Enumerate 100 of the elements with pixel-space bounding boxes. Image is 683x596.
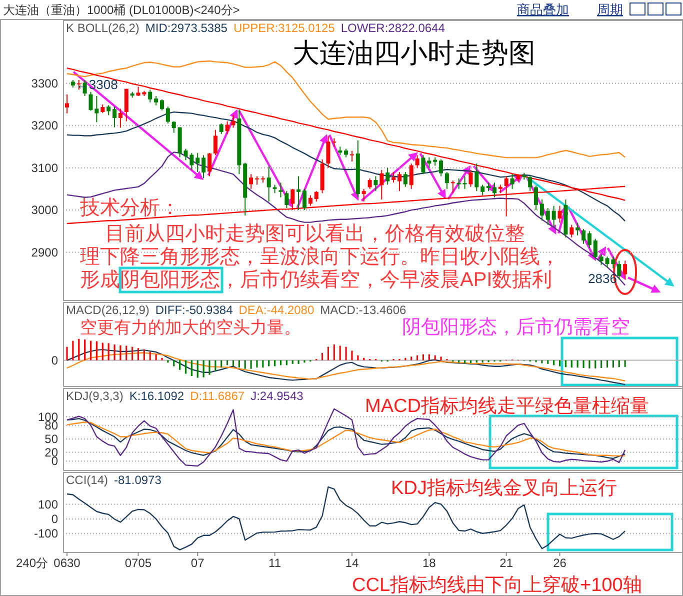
candlestick bbox=[106, 104, 111, 116]
candlestick bbox=[386, 167, 390, 186]
candlestick bbox=[172, 120, 176, 134]
candlestick bbox=[474, 163, 479, 192]
candlestick bbox=[202, 154, 206, 179]
candlestick bbox=[190, 152, 194, 170]
candlestick bbox=[403, 172, 408, 188]
candlestick bbox=[350, 150, 354, 162]
legend-title: KDJ(9,3,3) bbox=[66, 389, 124, 403]
candlestick bbox=[421, 154, 426, 175]
text: 商品叠加 bbox=[517, 2, 569, 17]
candlestick bbox=[308, 194, 312, 206]
candlestick bbox=[219, 122, 224, 135]
y-tick-label: 3100 bbox=[31, 160, 58, 175]
series-label: J:24.9543 bbox=[250, 389, 304, 403]
candlestick bbox=[528, 174, 532, 192]
x-tick-label: 26 bbox=[553, 556, 567, 570]
x-tick-label: 11 bbox=[268, 556, 282, 570]
candlestick bbox=[397, 172, 402, 192]
text: 阴包阳形态，后市仍需看空 bbox=[402, 316, 630, 338]
x-tick-label: 0630 bbox=[54, 556, 81, 570]
candlestick bbox=[623, 260, 628, 280]
text: K:16.1092 bbox=[129, 389, 184, 403]
annotation: 目前从四小时走势图可以看出，价格有效破位整 bbox=[105, 223, 525, 245]
legend-title: CCI(14) bbox=[66, 473, 108, 487]
candlestick bbox=[148, 89, 152, 103]
text: DEA:-44.2080 bbox=[238, 303, 314, 317]
candlestick bbox=[468, 169, 473, 188]
candlestick bbox=[112, 106, 116, 128]
candlestick bbox=[278, 182, 283, 198]
legend-title: MACD(26,12,9) bbox=[66, 303, 150, 317]
text: MID:2973.5385 bbox=[145, 21, 228, 35]
text: MACD:-13.4606 bbox=[320, 303, 407, 317]
candlestick bbox=[314, 190, 318, 202]
candlestick bbox=[374, 176, 378, 192]
y-tick-label: 0 bbox=[51, 512, 58, 526]
text: UPPER:3125.0125 bbox=[233, 21, 336, 35]
candlestick bbox=[409, 163, 414, 190]
candlestick bbox=[362, 188, 366, 202]
text: 周期 bbox=[597, 2, 623, 17]
legend-title: K BOLL(26,2) bbox=[66, 21, 140, 35]
candlestick bbox=[427, 156, 432, 168]
chart-subtitle: 大连油（重油）1000桶 (DL01000B)<240分> bbox=[3, 3, 240, 17]
candlestick bbox=[576, 222, 580, 236]
candlestick bbox=[196, 152, 200, 173]
candlestick bbox=[582, 228, 586, 244]
candlestick bbox=[439, 158, 444, 177]
text: 空更有力的加大的空头力量。 bbox=[80, 318, 301, 337]
candlestick bbox=[534, 185, 538, 211]
candlestick bbox=[302, 188, 306, 211]
x-tick-label: 14 bbox=[345, 556, 359, 570]
y-tick-label: 3200 bbox=[31, 118, 58, 133]
candlestick bbox=[540, 198, 544, 222]
annotation: 技术分析： bbox=[79, 197, 180, 219]
y-tick-label: 3300 bbox=[31, 76, 58, 90]
text: D:11.6867 bbox=[190, 389, 245, 403]
candlestick bbox=[456, 178, 461, 190]
x-tick-label: 21 bbox=[500, 556, 514, 570]
candlestick bbox=[88, 91, 93, 112]
candlestick bbox=[296, 176, 301, 211]
candlestick bbox=[510, 174, 514, 190]
text: LOWER:2822.0644 bbox=[340, 21, 446, 35]
candlestick bbox=[450, 180, 455, 194]
candlestick bbox=[480, 184, 485, 196]
candlestick bbox=[558, 205, 562, 224]
candlestick bbox=[136, 86, 140, 97]
y-tick-label: -100 bbox=[34, 526, 58, 541]
y-tick-label: 50 bbox=[44, 432, 58, 446]
candlestick bbox=[94, 96, 99, 123]
candlestick bbox=[617, 260, 622, 280]
candlestick bbox=[118, 108, 122, 128]
y-tick-label: 3000 bbox=[31, 203, 58, 218]
y-tick-label: 100 bbox=[38, 497, 58, 512]
text: CCL指标均线由下向上穿破+100轴 bbox=[352, 574, 642, 596]
text: 大连油四小时走势图 bbox=[292, 38, 536, 68]
candlestick bbox=[290, 188, 295, 211]
candlestick bbox=[154, 96, 158, 106]
candlestick bbox=[546, 207, 550, 226]
candlestick bbox=[266, 166, 271, 202]
candlestick bbox=[326, 136, 330, 168]
candlestick bbox=[368, 178, 372, 190]
x-tick-label: 18 bbox=[422, 556, 436, 570]
text: -81.0973 bbox=[114, 473, 162, 487]
candlestick bbox=[207, 152, 212, 177]
y-tick-label: 2900 bbox=[31, 245, 58, 260]
candlestick bbox=[249, 174, 254, 190]
candlestick bbox=[599, 254, 604, 266]
text: DIFF:-50.9384 bbox=[155, 303, 234, 317]
candlestick bbox=[552, 205, 556, 228]
candlestick bbox=[392, 172, 396, 184]
candlestick bbox=[65, 94, 69, 114]
candlestick bbox=[160, 98, 164, 111]
candlestick bbox=[587, 230, 592, 249]
candlestick bbox=[444, 172, 449, 190]
candlestick bbox=[593, 238, 598, 260]
candlestick bbox=[415, 154, 420, 168]
candlestick bbox=[213, 129, 218, 156]
candlestick bbox=[462, 176, 467, 190]
candlestick bbox=[166, 106, 170, 124]
candlestick bbox=[380, 169, 384, 200]
